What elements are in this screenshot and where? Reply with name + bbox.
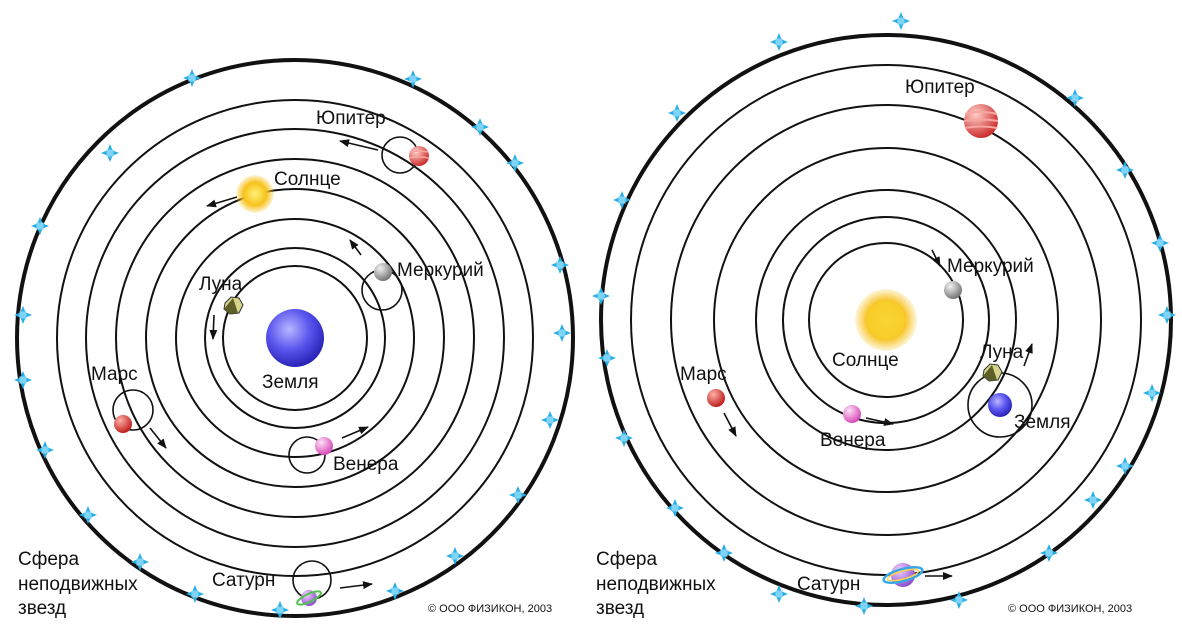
star-icon	[101, 144, 119, 162]
label-sun: Солнце	[274, 169, 341, 190]
label-moon: Луна	[980, 342, 1024, 363]
epicycle-venus	[288, 436, 326, 474]
saturn-icon	[296, 590, 322, 606]
arrow-venus	[865, 417, 894, 426]
mars-icon	[707, 389, 725, 407]
sun-icon	[236, 175, 274, 213]
mercury-icon	[944, 281, 962, 299]
star-icon	[1158, 306, 1176, 324]
heliocentric-system: Юпитер Меркурий Солнце Луна Марс Венера …	[592, 12, 1176, 619]
sphere-label-line-1: Сфера	[18, 549, 79, 570]
arrow-saturn	[339, 581, 373, 590]
label-sun: Солнце	[832, 350, 899, 371]
label-mercury: Меркурий	[397, 260, 484, 281]
label-venus: Венера	[820, 430, 886, 451]
orbit-saturn	[56, 99, 534, 577]
star-icon	[541, 411, 559, 429]
star-icon	[506, 154, 524, 172]
mars-icon	[114, 415, 132, 433]
sphere-label-line-2: неподвижных	[596, 574, 716, 595]
arrow-sun	[206, 196, 238, 208]
orbit-jupiter	[85, 128, 505, 548]
orbit-earth	[755, 189, 1017, 451]
label-jupiter: Юпитер	[905, 77, 975, 98]
copyright: © ООО ФИЗИКОН, 2003	[428, 603, 552, 615]
label-moon: Луна	[199, 274, 243, 295]
earth-icon	[988, 393, 1012, 417]
mercury-icon	[374, 263, 392, 281]
labels: Юпитер Солнце Меркурий Луна Земля Марс В…	[18, 108, 552, 619]
star-icon	[31, 217, 49, 235]
star-icon	[1116, 457, 1134, 475]
label-saturn: Сатурн	[212, 570, 275, 591]
sphere-label-line-3: звезд	[596, 598, 644, 619]
star-icon	[1066, 89, 1084, 107]
arrow-venus	[341, 426, 369, 439]
sphere-of-fixed-stars	[599, 33, 1173, 607]
orbit-moon	[222, 265, 368, 411]
venus-icon	[315, 437, 333, 455]
geocentric-system: Юпитер Солнце Меркурий Луна Земля Марс В…	[14, 58, 575, 619]
arrow-mercury	[349, 239, 362, 256]
star-icon	[598, 349, 616, 367]
earth-icon	[266, 309, 324, 367]
orbit-mercury	[204, 247, 386, 429]
star-icon	[386, 582, 404, 600]
moon-icon	[223, 296, 244, 315]
arrow-jupiter	[339, 139, 379, 151]
label-earth: Земля	[262, 372, 318, 393]
epicycle-mars	[112, 389, 154, 431]
label-mars: Марс	[91, 364, 138, 385]
copyright: © ООО ФИЗИКОН, 2003	[1008, 603, 1132, 615]
star-icon	[131, 553, 149, 571]
star-icon	[892, 12, 910, 30]
sun-core	[867, 301, 905, 339]
label-jupiter: Юпитер	[316, 108, 386, 129]
arrow-mercury	[931, 249, 941, 267]
orbit-rings	[15, 58, 575, 618]
star-icon	[509, 486, 527, 504]
orbit-mercury	[808, 242, 964, 398]
orbit-mars	[713, 147, 1059, 493]
label-mercury: Меркурий	[947, 256, 1034, 277]
orbit-rings	[599, 33, 1173, 607]
moon-icon	[982, 363, 1003, 382]
jupiter-icon	[963, 104, 999, 138]
orbit-venus	[175, 218, 415, 458]
sphere-label-line-2: неподвижных	[18, 574, 138, 595]
orbit-sun	[145, 188, 445, 488]
sphere-label-line-3: звезд	[18, 598, 66, 619]
venus-icon	[843, 405, 861, 423]
jupiter-icon	[408, 146, 430, 166]
star-icon	[855, 597, 873, 615]
label-venus: Венера	[333, 454, 399, 475]
arrow-mars	[149, 427, 167, 449]
arrow-moon	[1023, 343, 1033, 367]
star-icon	[770, 33, 788, 51]
arrow-mars	[723, 412, 737, 437]
orbit-mars	[115, 158, 475, 518]
label-mars: Марс	[680, 364, 727, 385]
star-icon	[14, 371, 32, 389]
sphere-of-fixed-stars	[15, 58, 575, 618]
motion-arrows	[723, 249, 1033, 580]
star-icon	[592, 287, 610, 305]
label-earth: Земля	[1014, 412, 1070, 433]
labels: Юпитер Меркурий Солнце Луна Марс Венера …	[596, 77, 1132, 619]
star-icon	[553, 324, 571, 342]
star-icon	[471, 118, 489, 136]
planets	[114, 146, 430, 606]
planets	[707, 104, 1012, 587]
star-icon	[79, 506, 97, 524]
arrow-moon	[209, 314, 218, 340]
motion-arrows	[149, 139, 379, 590]
sphere-label-line-1: Сфера	[596, 549, 657, 570]
label-saturn: Сатурн	[797, 574, 860, 595]
orbit-jupiter	[670, 104, 1102, 536]
saturn-icon	[882, 563, 924, 587]
star-icon	[1151, 234, 1169, 252]
